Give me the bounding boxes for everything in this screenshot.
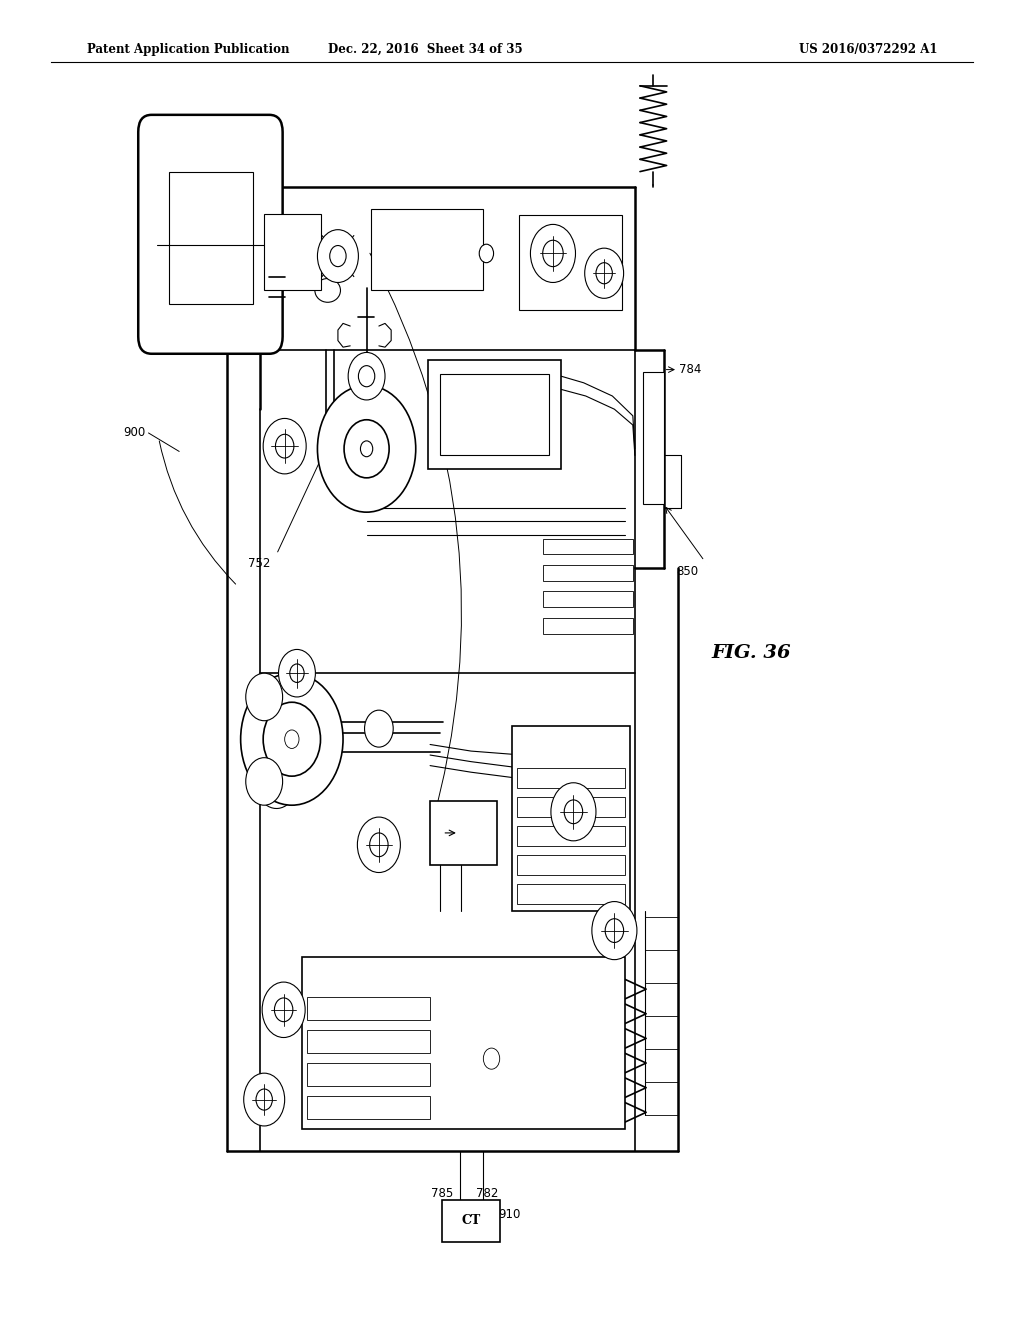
FancyBboxPatch shape: [138, 115, 283, 354]
Bar: [517, 826, 625, 846]
Text: FIG. 36: FIG. 36: [712, 644, 792, 663]
Circle shape: [357, 817, 400, 873]
Bar: [169, 172, 253, 304]
Bar: [440, 374, 549, 455]
Circle shape: [596, 263, 612, 284]
Circle shape: [551, 783, 596, 841]
Text: 782: 782: [476, 1187, 499, 1200]
Circle shape: [605, 919, 624, 942]
Circle shape: [241, 673, 343, 805]
Circle shape: [244, 1073, 285, 1126]
Circle shape: [256, 1089, 272, 1110]
Text: US 2016/0372292 A1: US 2016/0372292 A1: [799, 44, 937, 55]
Text: 784: 784: [679, 363, 701, 376]
Bar: [442, 1200, 500, 1242]
Circle shape: [359, 367, 374, 385]
Text: 752: 752: [248, 557, 270, 570]
Circle shape: [348, 352, 385, 400]
Bar: [517, 884, 625, 904]
Bar: [307, 997, 430, 1020]
Circle shape: [564, 800, 583, 824]
Circle shape: [365, 710, 393, 747]
Bar: [543, 618, 633, 634]
Text: Dec. 22, 2016  Sheet 34 of 35: Dec. 22, 2016 Sheet 34 of 35: [328, 44, 522, 55]
Circle shape: [285, 730, 299, 748]
Text: 754: 754: [167, 168, 189, 181]
Bar: [543, 591, 633, 607]
Circle shape: [483, 1048, 500, 1069]
Bar: [371, 209, 483, 290]
Circle shape: [275, 434, 294, 458]
Bar: [543, 539, 633, 554]
Text: 785: 785: [431, 1187, 454, 1200]
Circle shape: [262, 982, 305, 1038]
Circle shape: [274, 998, 293, 1022]
Circle shape: [360, 441, 373, 457]
Bar: [307, 1063, 430, 1086]
Bar: [517, 768, 625, 788]
Circle shape: [585, 248, 624, 298]
Bar: [517, 797, 625, 817]
Circle shape: [592, 902, 637, 960]
Text: Patent Application Publication: Patent Application Publication: [87, 44, 290, 55]
Bar: [307, 1030, 430, 1053]
Circle shape: [279, 649, 315, 697]
Bar: [643, 372, 664, 504]
Circle shape: [263, 702, 321, 776]
Circle shape: [358, 366, 375, 387]
Bar: [543, 565, 633, 581]
Bar: [307, 1096, 430, 1119]
Text: 850: 850: [676, 565, 698, 578]
Text: CT: CT: [462, 1214, 480, 1228]
Bar: [430, 801, 497, 865]
Bar: [512, 726, 630, 911]
Bar: [428, 360, 561, 469]
Bar: [264, 214, 321, 290]
Bar: [517, 855, 625, 875]
Circle shape: [543, 240, 563, 267]
Circle shape: [317, 385, 416, 512]
Circle shape: [317, 230, 358, 282]
Circle shape: [479, 244, 494, 263]
Circle shape: [290, 664, 304, 682]
Circle shape: [330, 246, 346, 267]
Text: 910: 910: [499, 1208, 521, 1221]
Bar: [302, 957, 625, 1129]
Text: 900: 900: [123, 426, 145, 440]
Bar: [519, 215, 622, 310]
Circle shape: [263, 418, 306, 474]
Text: 902: 902: [315, 244, 338, 257]
Circle shape: [370, 833, 388, 857]
Circle shape: [530, 224, 575, 282]
Circle shape: [246, 673, 283, 721]
Circle shape: [344, 420, 389, 478]
Circle shape: [246, 758, 283, 805]
